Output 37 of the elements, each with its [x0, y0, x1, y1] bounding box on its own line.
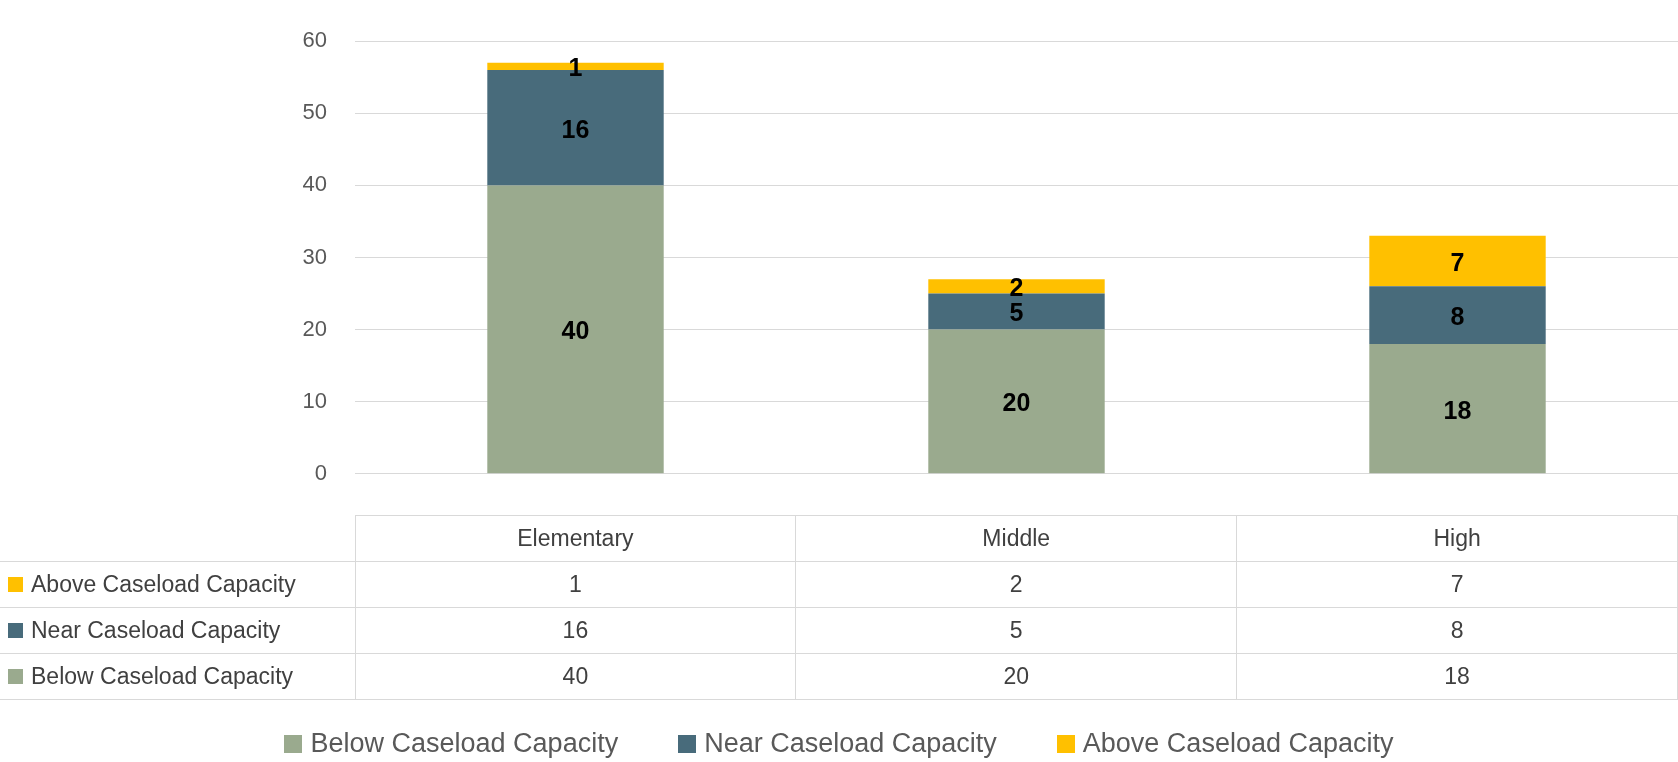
text: Below Caseload Capacity	[31, 663, 294, 689]
legend-label: Above Caseload Capacity	[0, 561, 355, 608]
bar	[1369, 286, 1546, 345]
y-tick-label: 20	[302, 315, 327, 341]
bar	[1369, 235, 1546, 287]
y-tick-label: 0	[314, 459, 327, 485]
data-label: 18	[1443, 395, 1472, 424]
bar	[1369, 344, 1546, 474]
text: 1	[355, 561, 796, 608]
legend-label: Near Caseload Capacity	[0, 607, 355, 654]
bar	[928, 279, 1105, 294]
data-label: 40	[561, 316, 590, 345]
bar	[928, 329, 1105, 474]
text: 5	[795, 607, 1237, 654]
text: 7	[1236, 561, 1678, 608]
legend-label: Below Caseload Capacity	[309, 728, 619, 759]
y-tick-label: 60	[302, 27, 327, 53]
text: 16	[355, 607, 796, 654]
y-tick-label: 10	[302, 387, 327, 413]
text: 18	[1236, 653, 1678, 700]
data-label: 7	[1450, 248, 1465, 276]
data-label: 20	[1002, 388, 1031, 417]
text: 2	[795, 561, 1237, 608]
text: Above Caseload Capacity	[1082, 728, 1394, 758]
y-tick-label: 30	[302, 243, 327, 269]
text: 20	[795, 653, 1237, 700]
text: 40	[355, 653, 796, 700]
x-tick-label: High	[1236, 515, 1678, 562]
data-label: 8	[1450, 302, 1465, 331]
text: Near Caseload Capacity	[704, 728, 997, 758]
data-label: 16	[561, 114, 590, 143]
y-tick-label: 50	[302, 99, 327, 125]
y-tick-label: 40	[302, 171, 327, 197]
bar	[487, 185, 664, 474]
x-tick-label: Middle	[795, 515, 1237, 562]
x-tick-label: Elementary	[355, 515, 796, 562]
text: 8	[1236, 607, 1678, 654]
